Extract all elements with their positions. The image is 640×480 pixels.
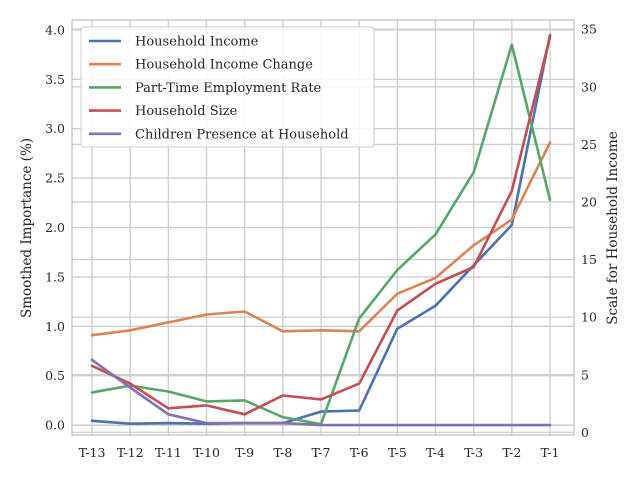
y-tick-label: 2.0 [45,220,65,235]
y-tick-label: 0.5 [45,368,65,383]
y-tick-label: 3.5 [45,72,65,87]
series-line-household-size [90,35,552,416]
y2-tick-label: 20 [581,194,597,209]
legend-label: Household Size [135,104,238,119]
x-tick-label: T-6 [350,445,369,460]
series-lines [90,33,552,427]
y-tick-label: 1.5 [45,269,65,284]
x-tick-label: T-2 [502,445,521,460]
series-line-children-presence-at-household [90,358,552,427]
legend: Household Income Household Income Change P… [80,26,375,148]
x-tick-label: T-12 [117,445,144,460]
y2-tick-label: 30 [581,79,597,94]
x-tick-label: T-9 [235,445,254,460]
x-tick-label: T-11 [155,445,182,460]
legend-box [80,26,375,148]
legend-label: Children Presence at Household [135,127,349,142]
y2-tick-label: 35 [581,22,597,37]
x-tick-label: T-8 [273,445,292,460]
left-axis-ticks: 0.0 0.5 1.0 1.5 2.0 2.5 3.0 3.5 4.0 [45,22,65,432]
series-line-household-income-change [90,141,552,337]
x-axis-ticks: T-13 T-12 T-11 T-10 T-9 T-8 T-7 T-6 T-5 T-4 T-3 T-2… [79,445,560,460]
x-tick-label: T-4 [426,445,445,460]
y2-tick-label: 25 [581,137,597,152]
y-axis-title: Smoothed Importance (%) [19,138,35,318]
right-axis-ticks: 0 5 10 15 20 25 30 35 [581,22,597,440]
x-tick-label: T-10 [193,445,220,460]
x-tick-label: T-3 [464,445,483,460]
legend-label: Household Income Change [135,58,313,73]
legend-label: Household Income [135,35,259,50]
x-tick-label: T-7 [312,445,331,460]
x-tick-label: T-13 [79,445,106,460]
y-tick-label: 2.5 [45,171,65,186]
x-tick-label: T-1 [541,445,560,460]
y2-tick-label: 5 [581,367,589,382]
y-tick-label: 1.0 [45,319,65,334]
plot-frame [71,19,575,436]
y-tick-label: 4.0 [45,22,65,37]
y2-tick-label: 0 [581,425,589,440]
y2-tick-label: 15 [581,252,597,267]
y-tick-label: 0.0 [45,418,65,433]
x-tick-label: T-5 [388,445,407,460]
y2-axis-title: Scale for Household Income [605,131,621,324]
y2-tick-label: 10 [581,310,597,325]
y-tick-label: 3.0 [45,121,65,136]
legend-label: Part-Time Employment Rate [135,81,322,96]
